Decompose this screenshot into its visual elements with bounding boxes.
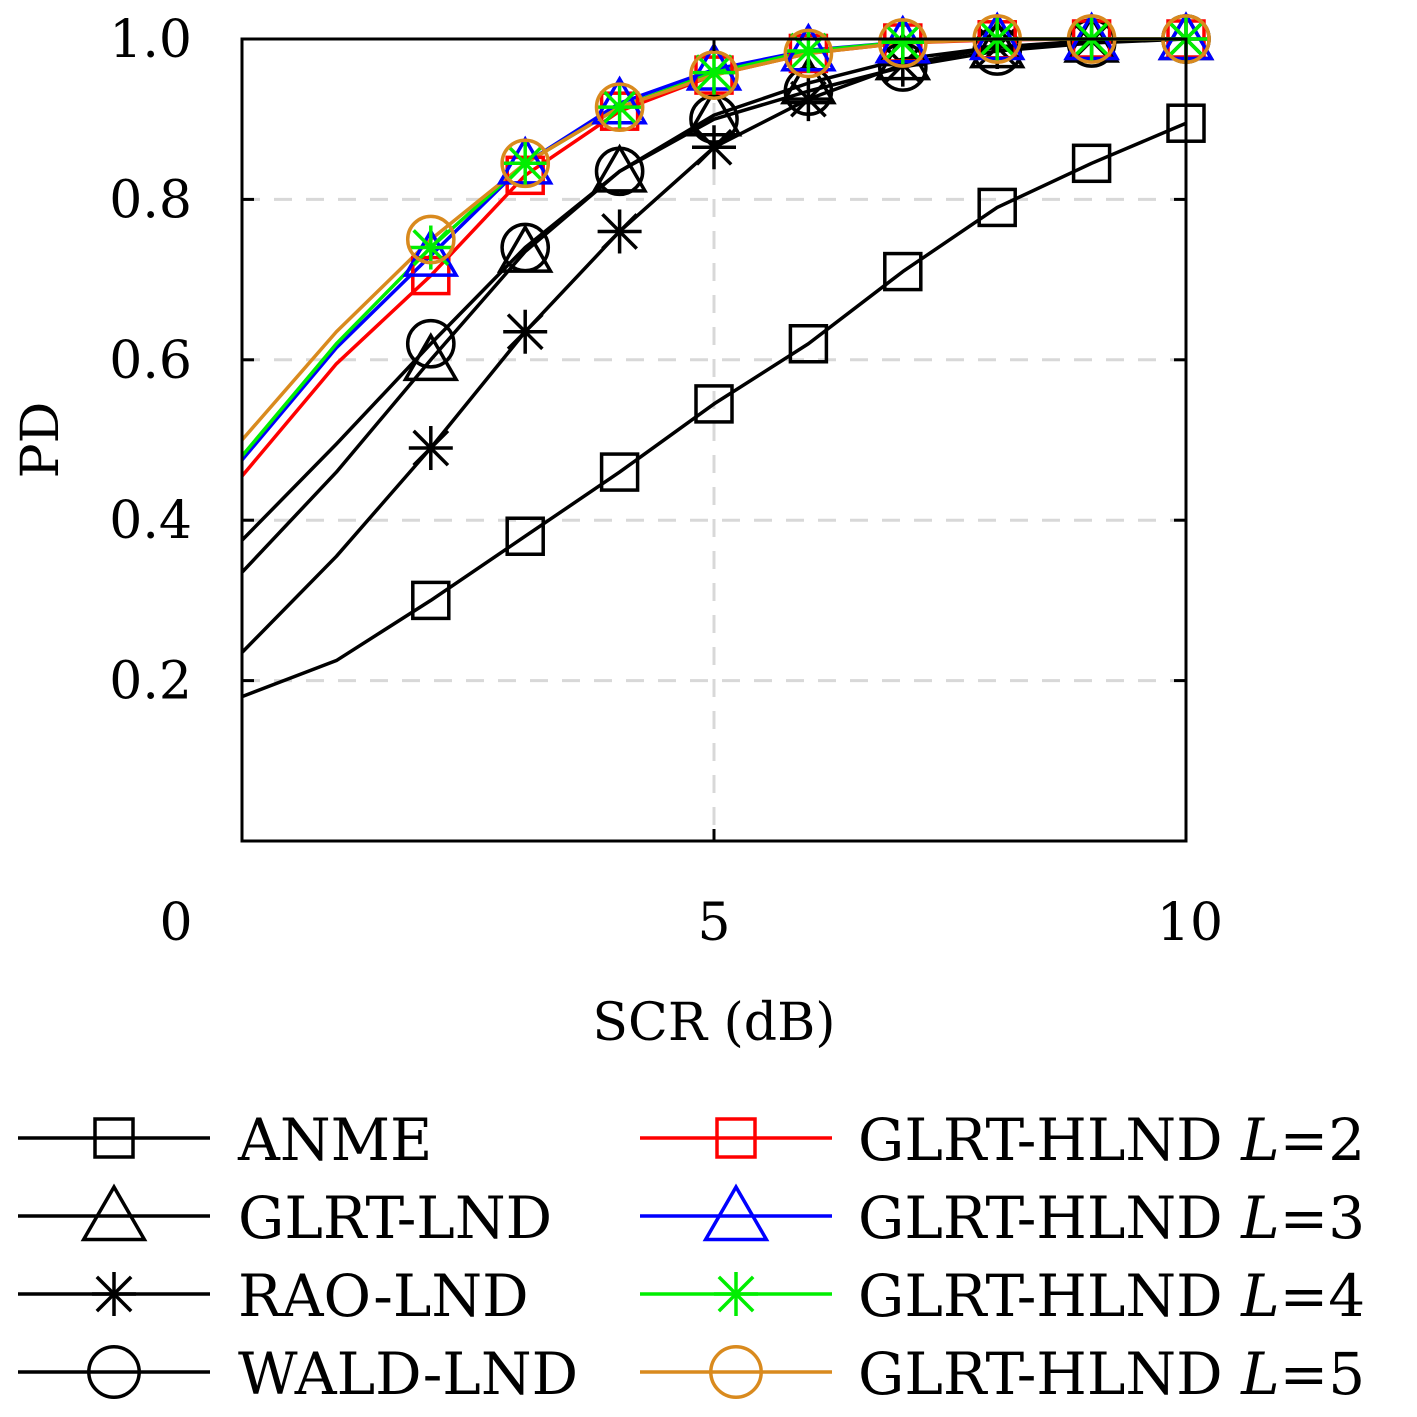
- legend-marker: [715, 1117, 757, 1159]
- series-0-point: [694, 384, 734, 424]
- legend-item: GLRT-HLND L=2: [640, 1106, 1365, 1174]
- series-0-point: [1071, 143, 1112, 184]
- legend-marker: [709, 1345, 763, 1399]
- series-2-point: [408, 426, 453, 471]
- series-0-point: [788, 324, 829, 364]
- y-axis-label: PD: [11, 402, 71, 479]
- tick-labels: 0.2 0.4 0.6 0.8 1.0 0 5 10: [109, 10, 1223, 953]
- y-tick-label: 1.0: [109, 10, 192, 70]
- y-tick-label: 0.6: [109, 331, 192, 391]
- series-6-point: [503, 141, 548, 186]
- y-tick-label: 0.4: [109, 491, 192, 551]
- series-5-point: [402, 227, 460, 277]
- series-0-point: [411, 580, 451, 621]
- x-tick-label: 10: [1157, 893, 1223, 953]
- x-tick-label: 5: [697, 893, 730, 953]
- series-2-point: [503, 309, 548, 354]
- legend-label: GLRT-HLND L=5: [858, 1340, 1365, 1408]
- legend-label: WALD-LND: [238, 1340, 578, 1408]
- series-6-point: [692, 50, 736, 95]
- legend-marker: [87, 1345, 141, 1399]
- legend-label: GLRT-HLND L=4: [858, 1262, 1365, 1330]
- series-line-0: [241, 121, 1187, 699]
- legend-item: GLRT-HLND L=5: [640, 1340, 1365, 1408]
- legend-label: GLRT-HLND L=2: [858, 1106, 1365, 1174]
- legend-label: GLRT-HLND L=3: [858, 1184, 1365, 1252]
- series-3-point: [594, 146, 645, 197]
- legend: ANME GLRT-LND RAO-LND WALD-LND GLRT-HLND L=2…: [18, 1106, 1365, 1408]
- x-axis-label: SCR (dB): [592, 993, 835, 1053]
- axis-ticks: [242, 37, 1188, 841]
- legend-label: ANME: [237, 1106, 432, 1174]
- series-3-point: [405, 318, 456, 369]
- series-2-point: [692, 125, 736, 170]
- series-0-point: [977, 187, 1017, 228]
- x-tick-label: 0: [159, 893, 192, 953]
- legend-item: ANME: [18, 1106, 432, 1174]
- legend-item: RAO-LND: [18, 1262, 529, 1330]
- legend-label: RAO-LND: [238, 1262, 529, 1330]
- series-7-point: [877, 18, 928, 68]
- series-2-point: [597, 209, 642, 254]
- series-7-point: [405, 214, 456, 265]
- series-7-point: [689, 50, 739, 100]
- legend-label: GLRT-LND: [238, 1184, 552, 1252]
- y-tick-label: 0.8: [109, 170, 192, 230]
- legend-item: GLRT-LND: [18, 1183, 552, 1252]
- series-3-point: [500, 222, 551, 273]
- series-line-3: [240, 37, 1187, 542]
- legend-marker: [80, 1183, 148, 1242]
- series-6-point: [880, 20, 925, 65]
- series-1-point: [402, 332, 460, 382]
- legend-marker: [714, 1272, 758, 1316]
- series-0-point: [883, 251, 923, 292]
- grid: [242, 39, 1186, 841]
- series-7-point: [500, 138, 551, 189]
- legend-marker: [93, 1117, 135, 1159]
- series-1-point: [591, 143, 648, 193]
- series-0-point: [505, 516, 545, 556]
- series-3-point: [689, 94, 739, 145]
- legend-item: GLRT-HLND L=3: [640, 1183, 1365, 1252]
- legend-item: WALD-LND: [18, 1340, 578, 1408]
- series-7-point: [594, 82, 645, 133]
- y-tick-label: 0.2: [109, 652, 192, 712]
- legend-marker: [92, 1272, 136, 1316]
- series-6-point: [597, 85, 642, 130]
- series-0-point: [599, 452, 640, 492]
- legend-item: GLRT-HLND L=4: [640, 1262, 1365, 1330]
- legend-marker: [702, 1183, 770, 1242]
- series-7-point: [783, 28, 834, 79]
